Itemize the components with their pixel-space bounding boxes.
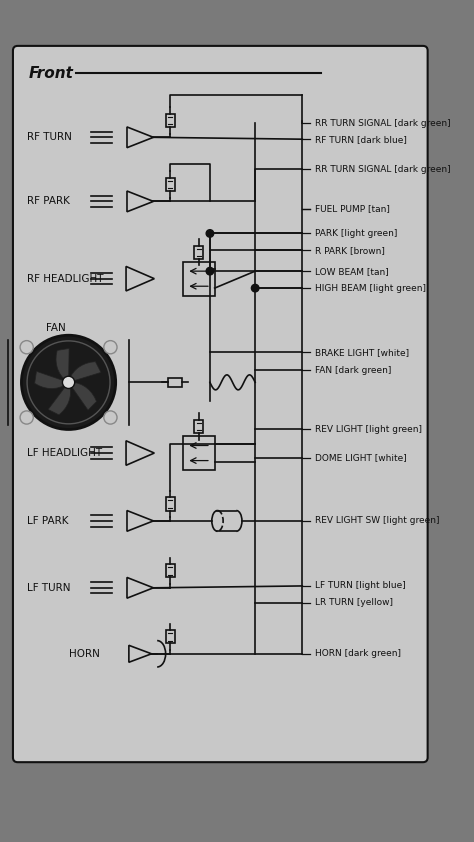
Text: DOME LIGHT [white]: DOME LIGHT [white] — [315, 453, 406, 462]
Bar — [165, 178, 175, 191]
Text: FAN [dark green]: FAN [dark green] — [315, 365, 391, 375]
Circle shape — [206, 230, 214, 237]
Text: RF PARK: RF PARK — [27, 196, 70, 206]
Text: LOW BEAM [tan]: LOW BEAM [tan] — [315, 267, 388, 275]
Text: LF PARK: LF PARK — [27, 516, 69, 526]
Text: RF TURN: RF TURN — [27, 132, 72, 142]
Circle shape — [63, 376, 75, 388]
Circle shape — [21, 335, 116, 429]
Text: LF TURN: LF TURN — [27, 583, 71, 593]
FancyBboxPatch shape — [13, 45, 428, 762]
Bar — [168, 378, 182, 387]
Text: HORN [dark green]: HORN [dark green] — [315, 649, 401, 658]
Text: LF TURN [light blue]: LF TURN [light blue] — [315, 582, 405, 590]
Text: RR TURN SIGNAL [dark green]: RR TURN SIGNAL [dark green] — [315, 165, 450, 173]
Bar — [165, 564, 175, 578]
Text: HIGH BEAM [light green]: HIGH BEAM [light green] — [315, 284, 426, 293]
Bar — [165, 114, 175, 127]
Polygon shape — [56, 349, 69, 380]
Circle shape — [251, 285, 259, 292]
Bar — [194, 420, 203, 434]
Bar — [165, 630, 175, 643]
Polygon shape — [35, 371, 65, 389]
Text: FUEL PUMP [tan]: FUEL PUMP [tan] — [315, 205, 390, 213]
Text: LF HEADLIGHT: LF HEADLIGHT — [27, 448, 102, 458]
Text: REV LIGHT SW [light green]: REV LIGHT SW [light green] — [315, 516, 439, 525]
Bar — [182, 262, 215, 296]
Bar — [165, 498, 175, 510]
Text: FAN: FAN — [46, 322, 66, 333]
Polygon shape — [48, 386, 71, 415]
Bar — [194, 246, 203, 258]
Text: RF TURN [dark blue]: RF TURN [dark blue] — [315, 135, 406, 144]
Text: R PARK [brown]: R PARK [brown] — [315, 246, 384, 255]
Polygon shape — [70, 362, 101, 381]
Circle shape — [206, 268, 214, 275]
Polygon shape — [71, 382, 97, 410]
Text: RR TURN SIGNAL [dark green]: RR TURN SIGNAL [dark green] — [315, 119, 450, 128]
Text: HORN: HORN — [70, 649, 100, 658]
Text: Front: Front — [29, 66, 74, 81]
Text: RF HEADLIGHT: RF HEADLIGHT — [27, 274, 104, 284]
Text: REV LIGHT [light green]: REV LIGHT [light green] — [315, 425, 421, 434]
Bar — [182, 436, 215, 470]
Text: BRAKE LIGHT [white]: BRAKE LIGHT [white] — [315, 348, 409, 357]
Text: PARK [light green]: PARK [light green] — [315, 229, 397, 238]
Text: LR TURN [yellow]: LR TURN [yellow] — [315, 599, 392, 607]
